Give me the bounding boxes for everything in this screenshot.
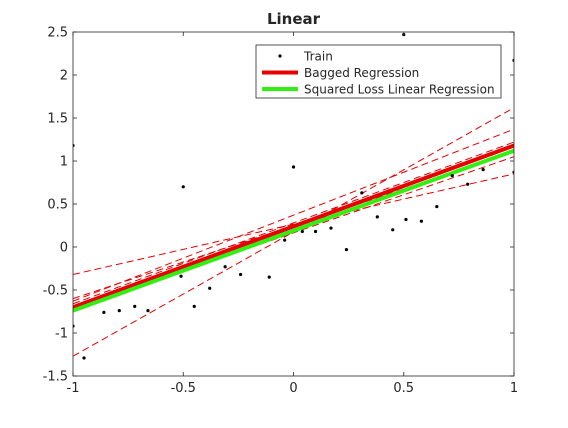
train-point <box>223 265 227 269</box>
x-tick-label: 1 <box>510 381 518 396</box>
bootstrap-fit-line-4 <box>73 141 514 305</box>
train-point <box>300 229 304 234</box>
train-point <box>238 272 243 277</box>
train-point <box>391 228 395 232</box>
train-point <box>291 165 296 169</box>
x-tick-label: -0.5 <box>171 381 196 396</box>
bootstrap-fit-line-1 <box>73 173 514 276</box>
y-tick-label: -0.5 <box>43 284 68 299</box>
train-point <box>117 309 121 313</box>
train-point <box>283 238 287 242</box>
axes: -1 -0.5 0 0.5 1-1.5-1-0.500.511.522.5 <box>43 26 519 397</box>
legend-label: Train <box>303 50 333 64</box>
train-point <box>435 204 439 209</box>
y-tick-label: -1.5 <box>43 370 68 385</box>
y-tick-label: 1.5 <box>47 112 68 127</box>
train-point <box>133 304 137 308</box>
y-tick-label: 2.5 <box>47 26 68 41</box>
squared-loss-regression-line <box>73 148 514 313</box>
train-point <box>481 168 485 172</box>
bootstrap-fit-line-2 <box>73 128 514 302</box>
bagged-regression-line <box>73 143 514 310</box>
plot-area <box>73 32 514 360</box>
y-tick-label: 2 <box>60 69 68 84</box>
train-point <box>82 356 86 360</box>
legend-label: Squared Loss Linear Regression <box>304 83 495 97</box>
train-point <box>179 274 183 278</box>
y-tick-label: -1 <box>55 327 68 342</box>
legend: Train Bagged Regression Squared Loss Linea… <box>255 44 502 99</box>
train-point <box>102 310 106 314</box>
series-group <box>73 32 514 360</box>
train-point <box>375 215 379 219</box>
y-tick-label: 0.5 <box>47 198 68 213</box>
train-point <box>360 191 364 195</box>
x-tick-label: 0.5 <box>393 381 414 396</box>
train-point <box>404 217 408 222</box>
train-point <box>329 226 333 230</box>
legend-marker-train <box>278 54 282 58</box>
train-point <box>267 275 271 279</box>
train-point <box>181 185 185 189</box>
train-point <box>466 182 470 186</box>
train-point <box>419 219 423 223</box>
y-tick-label: 1 <box>60 155 68 170</box>
train-point <box>192 304 196 308</box>
y-tick-label: 0 <box>60 241 68 256</box>
train-point <box>313 229 318 234</box>
train-point <box>344 247 349 252</box>
train-point <box>208 286 212 290</box>
train-point <box>146 309 150 313</box>
x-tick-label: -1 <box>67 381 80 396</box>
legend-label: Bagged Regression <box>304 66 419 80</box>
train-point <box>450 174 454 178</box>
x-tick-label: 0 <box>289 381 297 396</box>
chart-title: Linear <box>267 10 321 28</box>
